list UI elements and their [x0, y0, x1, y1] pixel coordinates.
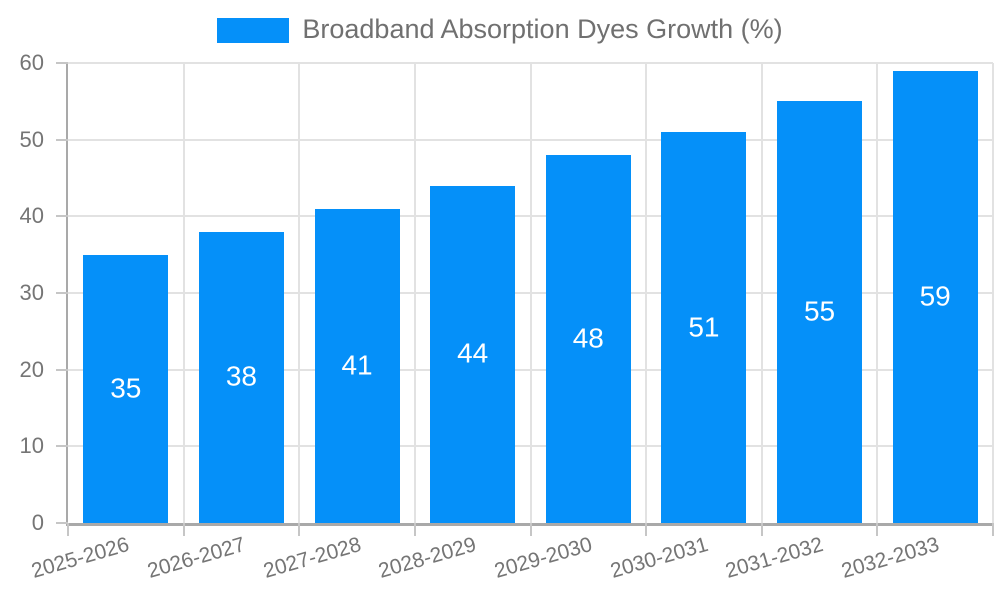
y-axis-line [66, 63, 68, 526]
x-gridline [413, 63, 416, 523]
plot-area: 0 10 20 30 40 50 60 35 38 41 44 48 51 55 59 2025-2026 20… [20, 52, 994, 583]
x-tick-mark [182, 523, 185, 536]
y-tick-mark [56, 522, 68, 524]
x-gridline [645, 63, 648, 523]
bar: 35 [83, 254, 169, 523]
y-axis-tick-label: 20 [19, 356, 44, 382]
legend-swatch [217, 17, 290, 43]
y-axis-tick-label: 10 [19, 433, 44, 459]
bar-value-label: 41 [341, 349, 373, 381]
x-gridline [876, 63, 879, 523]
bar-value-label: 44 [457, 337, 489, 369]
bar-value-label: 48 [572, 322, 604, 354]
x-axis-tick-label: 2026-2027 [144, 533, 248, 583]
bar: 38 [198, 231, 284, 523]
bar: 55 [777, 101, 863, 523]
bar-value-label: 51 [688, 310, 720, 342]
bar: 51 [661, 132, 747, 523]
y-tick-mark [56, 62, 68, 64]
x-axis-tick-label: 2029-2030 [491, 533, 595, 583]
bar: 41 [314, 208, 400, 523]
x-axis-tick-label: 2030-2031 [607, 533, 711, 583]
y-axis-tick-label: 0 [31, 510, 44, 535]
bar-value-label: 38 [225, 360, 258, 392]
y-tick-mark [56, 292, 68, 294]
x-tick-mark [876, 523, 879, 536]
x-tick-mark [67, 523, 69, 536]
y-axis-tick-label: 60 [19, 50, 44, 75]
x-gridline [992, 63, 994, 523]
x-axis-tick-label: 2025-2026 [29, 533, 133, 583]
x-axis-tick-label: 2032-2033 [838, 533, 942, 583]
y-axis-tick-label: 30 [19, 280, 44, 305]
bar: 48 [545, 155, 631, 523]
y-tick-mark [56, 138, 68, 141]
x-gridline [182, 63, 185, 523]
x-tick-mark [413, 523, 416, 536]
bar-value-label: 59 [919, 280, 951, 312]
x-tick-mark [760, 523, 763, 536]
legend[interactable]: Broadband Absorption Dyes Growth (%) [0, 13, 1000, 47]
x-axis-tick-label: 2031-2032 [723, 533, 826, 583]
bar: 59 [892, 70, 978, 523]
x-tick-mark [298, 523, 301, 536]
x-axis-tick-label: 2027-2028 [260, 533, 364, 583]
y-axis-tick-label: 50 [19, 126, 44, 152]
bar: 44 [430, 185, 516, 523]
y-axis-tick-label: 40 [19, 203, 44, 229]
x-tick-mark [992, 523, 994, 536]
legend-label: Broadband Absorption Dyes Growth (%) [302, 14, 783, 45]
x-axis-tick-label: 2028-2029 [376, 533, 480, 583]
x-gridline [298, 63, 301, 523]
x-tick-mark [529, 523, 532, 536]
x-gridline [760, 63, 763, 523]
y-tick-mark [56, 368, 68, 371]
y-tick-mark [56, 445, 68, 448]
x-tick-mark [645, 523, 648, 536]
bar-value-label: 35 [110, 372, 142, 404]
y-tick-mark [56, 215, 68, 218]
bar-value-label: 55 [803, 295, 836, 327]
x-gridline [529, 63, 532, 523]
